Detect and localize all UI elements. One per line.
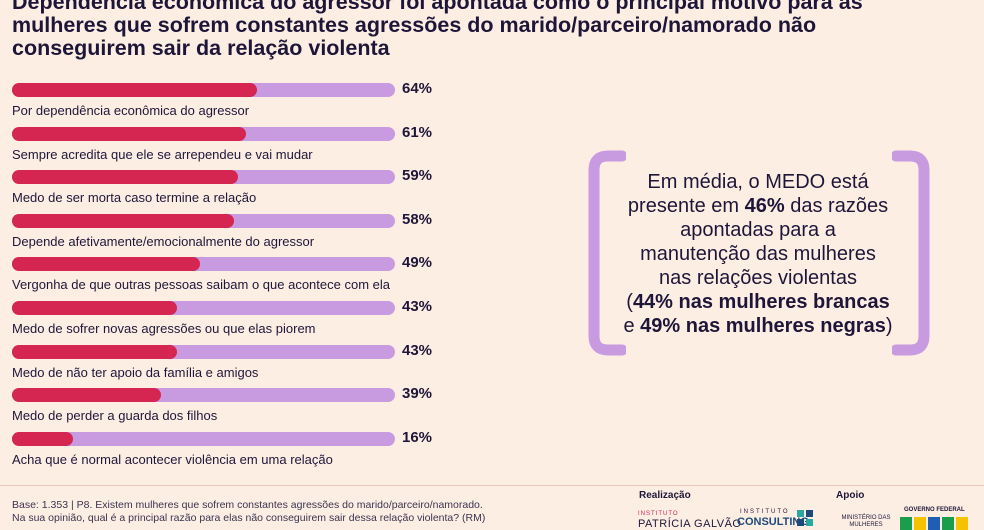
callout-line-7-pre: e [623,315,641,337]
bar-value-label: 64% [402,80,433,97]
bar-track [12,431,395,446]
callout-box: Em média, o MEDO está presente em 46% da… [586,150,932,356]
bar-value-label: 58% [402,210,433,228]
bar-track [12,301,395,315]
right-bracket-icon [892,150,930,356]
bar-category-label: Por dependência econômica do agressor [12,103,250,118]
bar-category-label: Depende afetivamente/emocionalmente do a… [12,233,315,249]
bar-row: 43% Medo de não ter apoio da família e am… [12,342,452,382]
ministerio-das-mulheres-logo: MINISTÉRIO DAS MULHERES [836,515,896,529]
bar [12,301,177,315]
bar-track [12,213,395,228]
bar-value-label: 59% [402,167,433,185]
bar-category-label: Medo de perder a guarda dos filhos [12,408,218,424]
governo-federal-logo: GOVERNO FEDERAL [900,507,970,530]
bar-category-label: Sempre acredita que ele se arrependeu e … [12,146,313,162]
bar-value-label: 39% [402,385,433,403]
callout-text: Em média, o MEDO está presente em 46% da… [608,170,908,338]
apoio-label: Apoio [836,490,865,501]
callout-line-2-pre: presente em [627,195,745,217]
bar [12,431,74,446]
bar-value-label: 49% [402,254,433,272]
callout-line-2-bold: 46% [744,195,785,217]
bar [12,344,177,359]
bar-track [12,388,395,403]
footer-divider [0,485,984,486]
callout-line-6-pre: ( [626,291,633,313]
base-note: Base: 1.353 | P8. Existem mulheres que s… [12,499,572,525]
logo-ipg-small: INSTITUTO [638,511,679,517]
bar-value-label: 43% [402,341,433,359]
logo-min-line-1: MINISTÉRIO DAS [841,515,891,521]
callout-line-2-post: das razões [784,195,889,217]
bar-category-label: Vergonha de que outras pessoas saibam o … [12,277,390,293]
bar-chart: 64% Por dependência econômica do agressor… [12,80,452,480]
bar [12,170,238,185]
chart-title: Dependência econômica do agressor foi ap… [12,0,863,60]
callout-line-7-bold: 49% nas mulheres negras [640,315,886,337]
left-bracket-icon [588,150,626,356]
callout-line-6-bold: 44% nas mulheres brancas [632,291,890,313]
bar-track [12,344,395,359]
bar-track [12,83,395,97]
bar-row: 16% Acha que é normal acontecer violência… [12,429,452,469]
callout-line-7-post: ) [885,315,893,337]
bar-row: 64% Por dependência econômica do agressor [12,80,452,120]
bar-category-label: Medo de ser morta caso termine a relação [12,190,257,206]
bar-track [12,170,395,185]
logo-ipg-name: PATRÍCIA GALVÃO [638,518,742,530]
bar-value-label: 43% [402,298,433,315]
instituto-patricia-galvao-logo: INSTITUTO PATRÍCIA GALVÃO [638,510,741,530]
logo-ic-small: INSTITUTO [740,509,790,515]
logo-ic-name: CONSULTING [737,516,809,528]
bar [12,83,258,97]
instituto-consulting-logo: INSTITUTO CONSULTING [737,508,817,530]
bar-row: 49% Vergonha de que outras pessoas saibam… [12,254,452,294]
logo-min-line-2: MULHERES [849,522,883,528]
bar-row: 58% Depende afetivamente/emocionalmente d… [12,211,452,251]
bar [12,388,162,403]
bar [12,257,200,272]
bar-row: 39% Medo de perder a guarda dos filhos [12,385,452,425]
base-note-line-1: Base: 1.353 | P8. Existem mulheres que s… [12,499,483,511]
bar-row: 59% Medo de ser morta caso termine a rela… [12,167,452,207]
bar-value-label: 61% [402,123,433,141]
callout-line-1: Em média, o MEDO está [647,171,869,193]
callout-line-4: manutenção das mulheres [640,243,876,265]
bar-category-label: Acha que é normal acontecer violência em… [12,451,333,467]
logo-gov-small: GOVERNO FEDERAL [904,507,965,513]
brasil-wordmark-icon [900,517,968,530]
bar-row: 43% Medo de sofrer novas agressões ou que… [12,298,452,338]
bar-track [12,126,395,141]
base-note-line-2: Na sua opinião, qual é a principal razão… [12,512,486,524]
bar-row: 61% Sempre acredita que ele se arrependeu… [12,124,452,164]
bar-value-label: 16% [402,428,433,446]
realizacao-label: Realização [639,490,691,501]
consulting-mark-icon [797,510,813,526]
callout-line-3: apontadas para a [680,219,836,241]
bar [12,126,246,141]
bar [12,213,235,228]
bar-category-label: Medo de sofrer novas agressões ou que el… [12,321,316,336]
bar-track [12,257,395,272]
bar-category-label: Medo de não ter apoio da família e amigo… [12,364,259,380]
callout-line-5: nas relações violentas [659,267,857,289]
